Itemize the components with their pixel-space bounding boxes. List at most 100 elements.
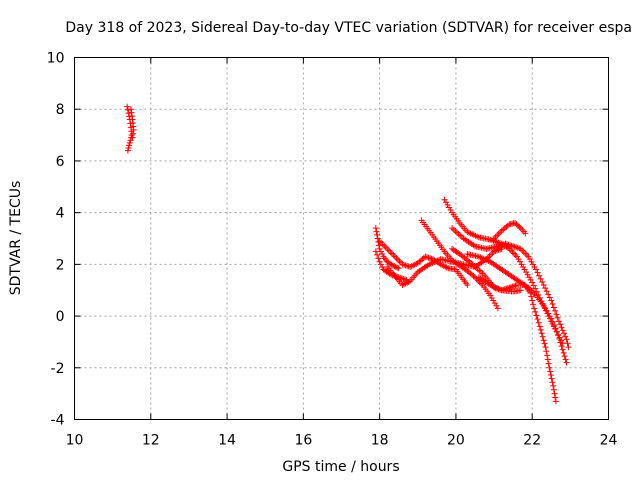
plot-frame (74, 57, 609, 420)
data-point-marker (488, 251, 495, 258)
data-point-marker (391, 263, 398, 270)
x-tick-label: 24 (600, 433, 618, 449)
data-point-marker (497, 229, 504, 236)
data-point-marker (558, 343, 565, 350)
data-point-marker (379, 251, 386, 258)
data-point-marker (372, 248, 379, 255)
data-point-marker (399, 261, 406, 268)
data-point-marker (558, 324, 565, 331)
data-point-marker (534, 316, 541, 323)
data-point-marker (517, 245, 524, 252)
data-point-marker (514, 222, 521, 229)
data-point-marker (129, 134, 136, 141)
data-point-marker (555, 318, 562, 325)
data-point-marker (552, 398, 559, 405)
data-point-marker (529, 297, 536, 304)
data-point-marker (551, 322, 558, 329)
data-point-marker (561, 353, 568, 360)
data-point-marker (547, 368, 554, 375)
data-point-marker (396, 258, 403, 265)
data-point-marker (546, 294, 553, 301)
data-point-marker (548, 375, 555, 382)
data-point-marker (126, 142, 133, 149)
y-tick-label: 8 (56, 102, 65, 118)
x-tick-label: 16 (294, 433, 312, 449)
data-point-marker (425, 254, 432, 261)
y-tick-label: 0 (56, 309, 65, 325)
data-point-marker (548, 297, 555, 304)
data-point-marker (530, 282, 537, 289)
y-axis-label: SDTVAR / TECUs (8, 181, 24, 296)
data-point-marker (537, 326, 544, 333)
data-point-marker (535, 319, 542, 326)
data-point-marker (513, 221, 520, 228)
data-point-marker (530, 301, 537, 308)
data-point-marker (127, 106, 134, 113)
x-tick-label: 20 (447, 433, 465, 449)
data-point-marker (498, 245, 505, 252)
x-tick-label: 12 (142, 433, 160, 449)
x-axis-label: GPS time / hours (282, 459, 399, 475)
data-point-marker (387, 248, 394, 255)
data-point-marker (546, 364, 553, 371)
data-point-marker (391, 253, 398, 260)
x-axis-tick-labels: 10 12 14 16 18 20 22 24 (66, 433, 618, 449)
axis-ticks (74, 57, 609, 420)
y-tick-label: -2 (51, 361, 65, 377)
data-point-marker (523, 252, 530, 259)
data-point-marker (551, 390, 558, 397)
data-point-marker (562, 333, 569, 340)
data-point-marker (536, 323, 543, 330)
data-point-marker (373, 228, 380, 235)
data-point-marker (125, 145, 132, 151)
data-point-marker (512, 282, 519, 289)
data-point-marker (532, 308, 539, 315)
data-point-marker (393, 255, 400, 262)
data-point-marker (564, 340, 571, 347)
data-point-marker (543, 348, 550, 355)
data-point-marker (509, 248, 516, 255)
data-point-marker (464, 282, 471, 289)
x-tick-label: 22 (523, 433, 541, 449)
data-point-marker (550, 386, 557, 393)
data-point-marker (390, 252, 397, 259)
data-point-marker (395, 265, 402, 272)
data-point-marker (553, 311, 560, 318)
data-point-marker (124, 103, 131, 110)
data-point-marker (536, 272, 543, 279)
data-point-marker (555, 332, 562, 339)
data-point-marker (128, 113, 135, 120)
data-point-marker (394, 256, 401, 263)
data-point-marker (552, 394, 559, 401)
data-point-marker (376, 245, 383, 252)
data-point-marker (389, 262, 396, 269)
series-arc-3 (372, 225, 402, 272)
data-point-marker (533, 312, 540, 319)
data-point-marker (544, 352, 551, 359)
data-point-marker (532, 285, 539, 292)
data-point-marker (562, 356, 569, 363)
data-point-marker (384, 245, 391, 252)
data-point-marker (534, 269, 541, 276)
data-point-marker (560, 349, 567, 356)
data-point-marker (552, 307, 559, 314)
data-point-marker (128, 132, 135, 139)
series-arc-12 (491, 219, 529, 242)
data-point-marker (512, 219, 519, 226)
data-point-marker (557, 339, 564, 346)
data-point-marker (522, 250, 529, 257)
data-point-marker (375, 255, 382, 262)
series-arc-2 (127, 106, 137, 141)
data-point-marker (520, 248, 527, 255)
data-point-marker (529, 279, 536, 286)
data-point-marker (550, 382, 557, 389)
data-point-marker (565, 344, 572, 351)
data-point-marker (510, 250, 517, 257)
grid-lines (74, 57, 609, 420)
data-point-marker (538, 330, 545, 337)
series-arc-11 (464, 251, 570, 366)
data-point-marker (385, 247, 392, 254)
data-point-marker (394, 264, 401, 271)
data-point-marker (549, 318, 556, 325)
data-point-marker (537, 275, 544, 282)
